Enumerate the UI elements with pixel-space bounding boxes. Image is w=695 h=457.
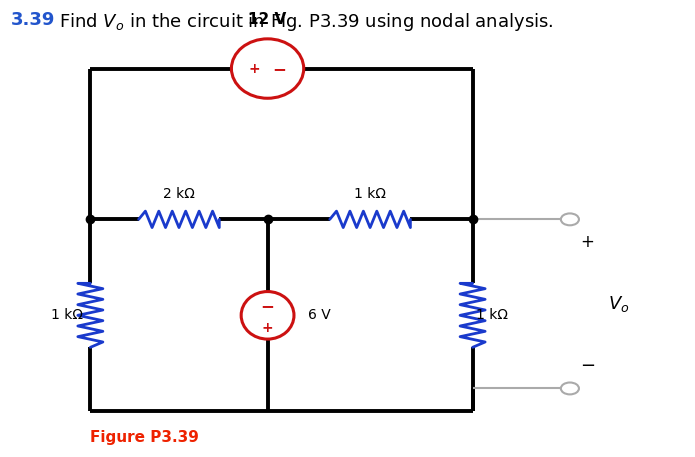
Text: Figure P3.39: Figure P3.39 bbox=[90, 430, 199, 445]
Text: Find $V_o$ in the circuit in Fig. P3.39 using nodal analysis.: Find $V_o$ in the circuit in Fig. P3.39 … bbox=[59, 11, 554, 33]
Text: +: + bbox=[262, 321, 273, 335]
Text: −: − bbox=[272, 59, 286, 78]
Text: 1 kΩ: 1 kΩ bbox=[354, 187, 386, 201]
Text: $V_o$: $V_o$ bbox=[608, 294, 630, 314]
Text: +: + bbox=[249, 62, 260, 75]
Text: 2 kΩ: 2 kΩ bbox=[163, 187, 195, 201]
Text: +: + bbox=[580, 233, 594, 251]
Text: 1 kΩ: 1 kΩ bbox=[51, 308, 83, 322]
Text: −: − bbox=[580, 356, 595, 375]
Text: 6 V: 6 V bbox=[308, 308, 331, 322]
Text: 12 V: 12 V bbox=[248, 12, 287, 27]
Text: 3.39: 3.39 bbox=[10, 11, 55, 29]
Circle shape bbox=[561, 213, 579, 225]
Text: 1 kΩ: 1 kΩ bbox=[476, 308, 508, 322]
Text: −: − bbox=[261, 297, 275, 315]
Circle shape bbox=[561, 383, 579, 394]
